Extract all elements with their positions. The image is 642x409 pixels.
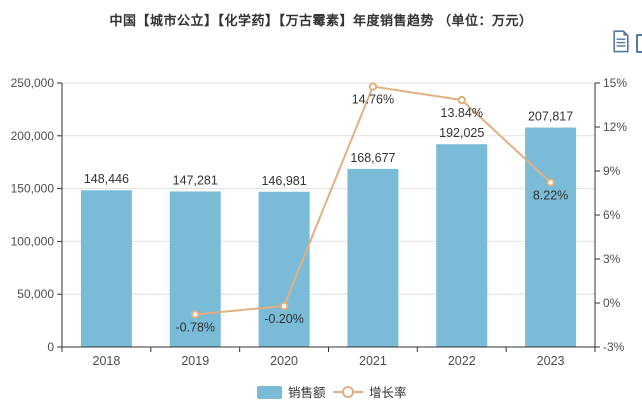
data-view-document-icon[interactable] [611,30,630,58]
growth-label-2019: -0.78% [175,320,215,334]
legend-label-growth: 增长率 [369,385,407,400]
legend-item-sales[interactable]: 销售额 [257,385,326,400]
bar-value-label-2022: 192,025 [439,126,484,140]
legend-label-sales: 销售额 [288,385,326,400]
bar-2021[interactable] [347,168,399,347]
right-axis-tick-label: 15% [603,76,627,90]
bar-2023[interactable] [525,127,577,347]
growth-label-2020: -0.20% [264,312,304,326]
growth-legend-circle [342,386,354,398]
chart-title: 中国【城市公立】【化学药】【万古霉素】年度销售趋势 （单位：万元） [109,13,533,28]
x-axis-label-2020: 2020 [270,354,298,368]
sales-legend-swatch [257,386,282,399]
legend-item-growth[interactable]: 增长率 [333,385,407,400]
x-axis-label-2023: 2023 [537,354,565,368]
growth-point-2022[interactable] [457,95,466,105]
growth-point-2021[interactable] [368,82,378,91]
left-axis-tick-label: 200,000 [11,129,55,143]
right-axis-tick-label: 12% [603,120,627,134]
growth-point-2023[interactable] [546,178,555,187]
left-axis-tick-label: 50,000 [17,287,54,301]
left-axis-tick-label: 0 [47,340,54,354]
growth-point-2020[interactable] [279,301,289,311]
growth-label-2021: 14.76% [352,93,394,107]
right-axis-tick-label: 3% [603,252,621,266]
clipped-icon-right-edge[interactable] [636,34,642,53]
left-axis-tick-label: 100,000 [11,234,55,248]
x-axis-label-2021: 2021 [359,354,387,368]
bar-value-label-2020: 146,981 [261,174,306,188]
x-axis-label-2022: 2022 [448,354,476,368]
bar-value-label-2021: 168,677 [350,151,395,165]
bar-value-label-2023: 207,817 [528,110,573,124]
x-axis-label-2019: 2019 [181,354,209,368]
left-axis-tick-label: 150,000 [11,182,55,196]
bar-2022[interactable] [436,144,488,347]
right-axis-tick-label: 9% [603,164,621,178]
bar-2019[interactable] [169,191,221,347]
right-axis-tick-label: 0% [603,296,621,310]
left-axis-tick-label: 250,000 [11,76,55,90]
right-axis-tick-label: 6% [603,208,621,222]
growth-label-2023: 8.22% [533,188,568,202]
bar-value-label-2018: 148,446 [84,172,129,186]
bar-2020[interactable] [258,191,310,347]
right-axis-tick-label: -3% [603,340,625,354]
x-axis-label-2018: 2018 [93,354,121,368]
bar-2018[interactable] [80,190,132,347]
toolbar [611,30,630,58]
growth-label-2022: 13.84% [441,106,483,120]
bar-value-label-2019: 147,281 [173,173,218,187]
growth-point-2019[interactable] [191,310,200,319]
